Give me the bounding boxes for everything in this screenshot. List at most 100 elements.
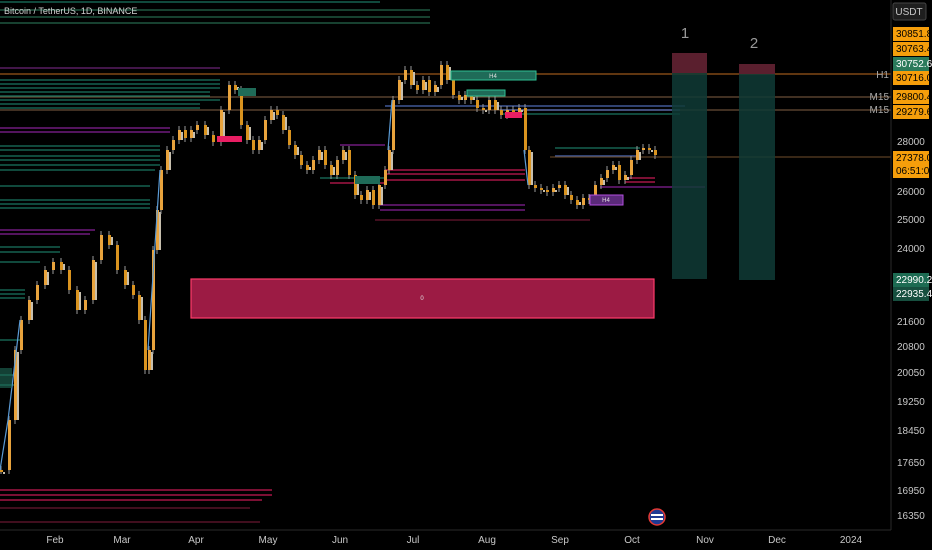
candle-body (240, 90, 243, 125)
trend-segment (0, 419, 9, 471)
price-tick-label: 18450 (897, 426, 925, 437)
zone-box (450, 70, 537, 81)
candle-body (603, 180, 605, 185)
candle-body (624, 175, 627, 180)
price-tick-label: 17650 (897, 458, 925, 469)
zone-overlays (0, 53, 775, 388)
time-tick-label: Nov (696, 535, 714, 546)
time-tick-label: Jul (407, 535, 420, 546)
candle-body (381, 187, 383, 205)
time-tick-label: May (259, 535, 278, 546)
price-tag (893, 164, 929, 178)
candle-body (342, 150, 345, 160)
zone-box (238, 88, 256, 96)
candle-body (555, 190, 557, 192)
candle-body (124, 270, 127, 285)
candle-body (273, 112, 275, 120)
candle-body (47, 272, 49, 285)
candle-body (552, 188, 555, 192)
price-tag (893, 105, 929, 119)
zone-label: 0 (420, 296, 424, 302)
candle-body (100, 235, 103, 260)
candle-body (3, 472, 5, 474)
candle-body (300, 155, 303, 165)
price-tag (893, 90, 929, 104)
price-tag-label: 30851.80 (896, 29, 932, 40)
time-tick-label: Sep (551, 535, 569, 546)
candle-body (127, 272, 129, 285)
candle-body (52, 262, 55, 270)
candle-body (630, 160, 633, 175)
candle-body (401, 82, 403, 100)
candle-body (428, 80, 431, 92)
level-lines (0, 1, 891, 523)
candle-body (169, 152, 171, 170)
candle-body (212, 135, 215, 142)
candle-body (579, 202, 581, 205)
candle-body (252, 140, 255, 150)
flag-icon[interactable] (648, 508, 666, 526)
candle-body (204, 125, 207, 135)
candle-body (181, 132, 183, 140)
candle-body (488, 100, 491, 110)
candle-body (184, 130, 187, 138)
candle-body (494, 100, 497, 110)
candle-body (172, 140, 175, 150)
price-tags: 30851.80 30763.44 30752.68 30716.03 29800.41… (893, 27, 932, 301)
candle-body (160, 170, 163, 210)
scenario-label: 2 (750, 35, 758, 52)
zone-labels: H4 H4 0 (420, 74, 610, 302)
price-tag-label: 06:51:01 (896, 166, 932, 177)
candle-body (312, 160, 315, 170)
candle-body (392, 100, 395, 150)
candle-body (500, 110, 503, 115)
candle-body (348, 150, 351, 175)
zone-box (0, 368, 12, 388)
price-tag-label: 30752.68 (896, 59, 932, 70)
candle-body (388, 150, 391, 170)
candle-body (116, 245, 119, 270)
timeframe-markers: H1 M15 M15 (870, 70, 890, 116)
zone-box (355, 176, 380, 184)
candle-body (639, 152, 641, 160)
scenario-labels: 12 (681, 25, 758, 52)
candle-body (648, 148, 651, 150)
time-tick-label: Dec (768, 535, 786, 546)
candle-body (425, 82, 427, 90)
candle-body (546, 190, 549, 192)
time-tick-label: Oct (624, 535, 640, 546)
trend-segment (523, 149, 529, 186)
candle-body (144, 320, 147, 370)
price-tick-label: 16350 (897, 511, 925, 522)
candle-body (440, 65, 443, 85)
price-tick-label: 21600 (897, 317, 925, 328)
candle-body (372, 190, 375, 205)
candle-body (528, 150, 531, 185)
candle-body (282, 115, 285, 130)
candle-body (270, 110, 273, 120)
candle-body (321, 152, 323, 160)
candle-body (68, 270, 71, 290)
candle-body (14, 350, 17, 420)
candle-body (404, 70, 407, 80)
timeframe-marker: H1 (876, 70, 889, 81)
candle-body (159, 212, 161, 250)
candle-body (521, 110, 523, 112)
zone-label: H4 (602, 198, 610, 204)
candle-body (437, 87, 439, 92)
candle-body (0, 470, 3, 472)
candle-body (156, 210, 159, 250)
candle-body (92, 260, 95, 300)
price-tick-label: 20800 (897, 342, 925, 353)
candle-body (470, 95, 473, 100)
time-tick-label: 2024 (840, 535, 863, 546)
candle-body (60, 262, 63, 270)
price-tag (893, 71, 929, 85)
candle-body (28, 300, 31, 320)
candle-body (108, 235, 111, 245)
candle-body (141, 297, 143, 320)
candle-body (558, 185, 561, 188)
currency-button[interactable] (892, 2, 927, 21)
